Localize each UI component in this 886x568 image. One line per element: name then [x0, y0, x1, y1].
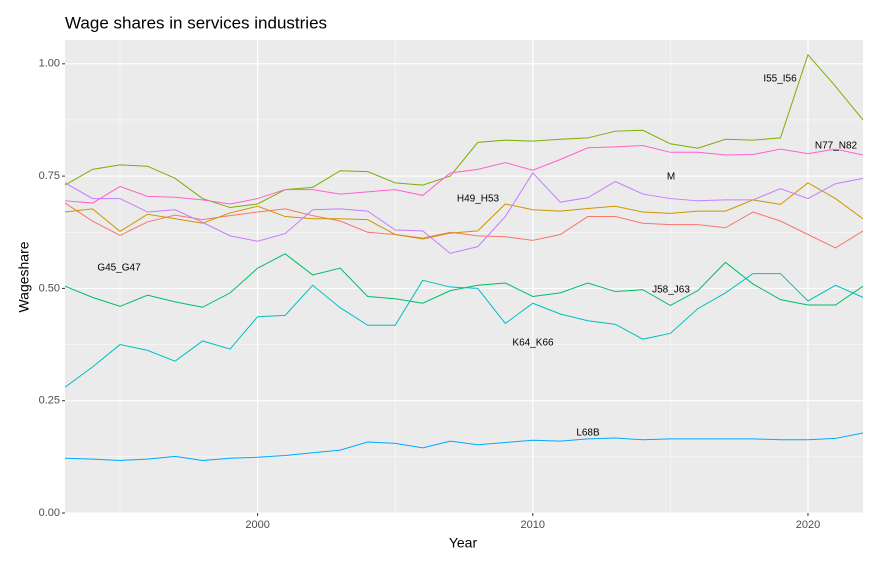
series-label: I55_I56 [763, 74, 797, 85]
series-line [64, 273, 864, 388]
series-label: J58_J63 [652, 285, 690, 296]
series-label: K64_K66 [512, 338, 554, 349]
series-line [64, 202, 864, 249]
series-label: M [667, 172, 675, 183]
series-label: G45_G47 [97, 263, 141, 274]
x-tick-label: 2010 [521, 519, 545, 531]
chart-title: Wage shares in services industries [65, 13, 327, 32]
series-line [64, 145, 864, 205]
x-axis-title: Year [449, 535, 478, 551]
series-line [64, 432, 864, 461]
y-tick-label: 0.75 [39, 170, 60, 182]
series-label: H49_H53 [457, 194, 500, 205]
y-tick-label: 0.25 [39, 395, 60, 407]
x-tick-label: 2000 [245, 519, 269, 531]
series-label: N77_N82 [815, 141, 858, 152]
y-tick-label: 0.50 [39, 282, 60, 294]
series-line [64, 172, 864, 254]
y-axis-title: Wageshare [16, 241, 32, 312]
series-label: L68B [576, 428, 600, 439]
y-tick-label: 0.00 [39, 507, 60, 519]
y-tick-label: 1.00 [39, 58, 60, 70]
plot-panel [65, 40, 863, 513]
series-line [64, 182, 864, 240]
x-tick-label: 2020 [796, 519, 820, 531]
series-line [64, 53, 864, 209]
